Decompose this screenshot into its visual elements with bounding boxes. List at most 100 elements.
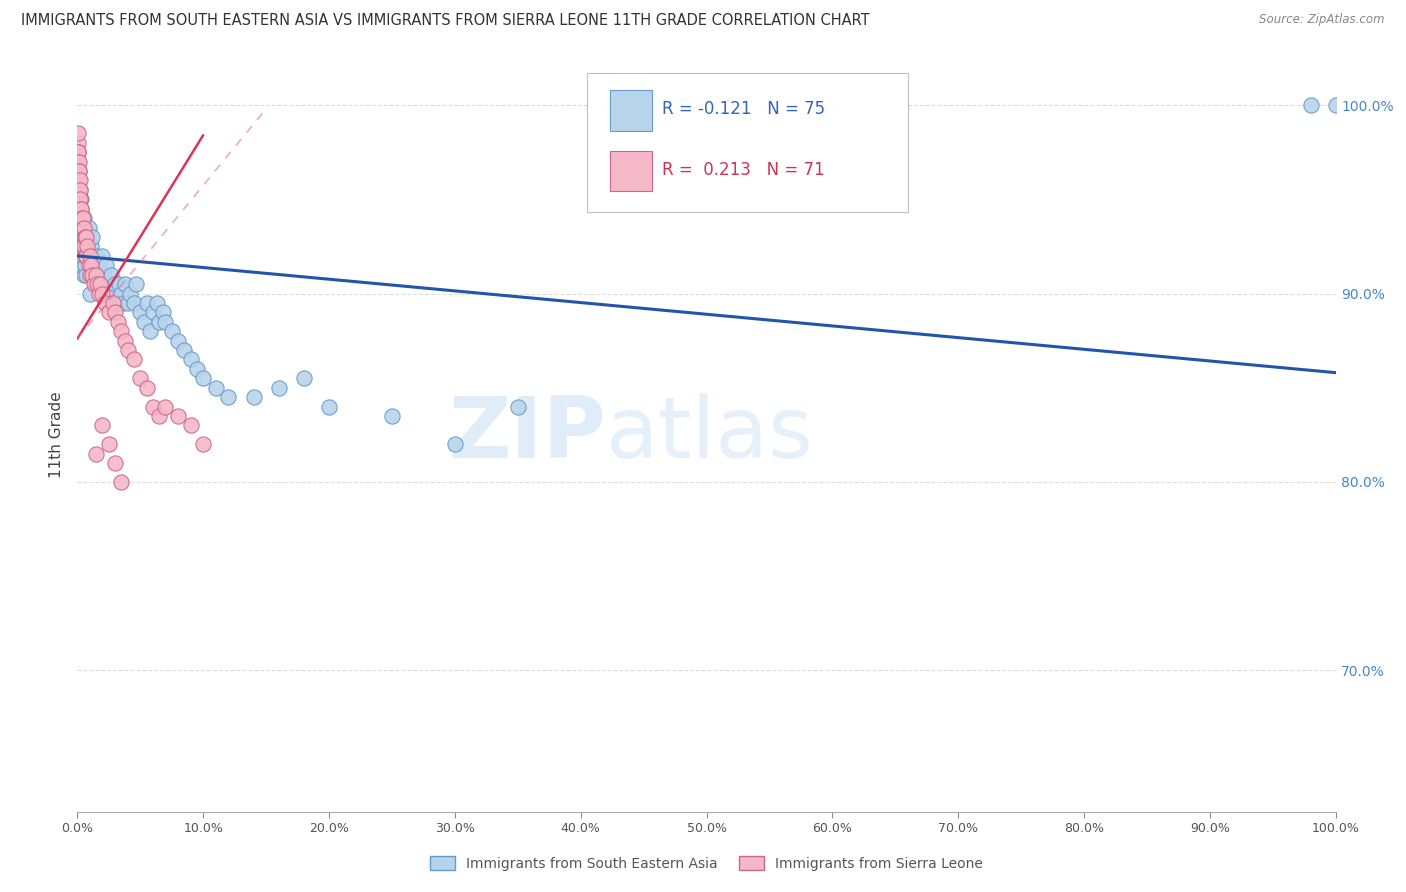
Point [70,220,93,235]
Text: R = -0.121   N = 75: R = -0.121 N = 75 [662,100,825,119]
Point [83,258,105,272]
Point [72,220,94,235]
Point [67,154,90,169]
Point [125,277,148,291]
Point [135,296,157,310]
Point [67,154,90,169]
Legend: Immigrants from South Eastern Asia, Immigrants from Sierra Leone: Immigrants from South Eastern Asia, Immi… [425,850,988,876]
Point [75,249,97,263]
Point [72,211,94,226]
FancyBboxPatch shape [610,151,652,192]
Point [204,381,226,395]
Point [79,268,101,282]
Point [84,268,107,282]
Point [191,437,215,451]
Point [70,192,93,206]
Point [122,296,145,310]
Point [73,249,96,263]
Point [67,230,90,244]
Point [67,173,90,187]
Point [66,126,89,140]
Point [98,286,121,301]
Point [75,268,97,282]
Point [73,258,96,272]
Point [104,305,127,319]
Point [70,239,93,253]
Point [72,239,94,253]
Point [155,400,177,414]
Point [87,258,110,272]
Point [77,220,100,235]
Point [69,183,91,197]
Text: ZIP: ZIP [449,393,606,476]
Point [292,371,315,385]
Point [80,258,103,272]
Point [69,249,91,263]
Point [69,202,91,216]
Point [79,286,101,301]
Point [76,249,98,263]
Point [142,400,165,414]
Point [89,277,111,291]
Point [70,202,93,216]
Point [67,164,90,178]
Point [100,268,122,282]
Point [267,381,290,395]
Point [76,239,98,253]
Point [139,324,162,338]
Point [72,220,94,235]
Point [94,286,117,301]
Point [101,296,124,310]
Point [1299,98,1322,112]
Point [318,400,340,414]
Point [84,277,107,291]
Point [86,277,108,291]
Point [66,145,89,160]
Point [75,239,97,253]
Point [69,183,91,197]
Point [114,277,136,291]
Point [160,324,183,338]
Point [110,286,132,301]
Point [135,381,157,395]
Point [67,164,90,178]
Point [67,173,90,187]
Point [96,258,118,272]
Point [167,334,190,348]
Point [67,164,90,178]
Text: R =  0.213   N = 71: R = 0.213 N = 71 [662,161,825,178]
Point [72,268,94,282]
Point [132,315,155,329]
Text: Source: ZipAtlas.com: Source: ZipAtlas.com [1260,13,1385,27]
Point [217,390,239,404]
Point [381,409,404,423]
Point [173,343,195,357]
Point [180,352,202,367]
Text: atlas: atlas [606,393,814,476]
Point [97,305,120,319]
Point [91,249,114,263]
Point [72,249,94,263]
Text: IMMIGRANTS FROM SOUTH EASTERN ASIA VS IMMIGRANTS FROM SIERRA LEONE 11TH GRADE CO: IMMIGRANTS FROM SOUTH EASTERN ASIA VS IM… [21,13,870,29]
Point [97,437,120,451]
Point [108,277,131,291]
Point [67,183,90,197]
Point [83,277,105,291]
Point [117,296,139,310]
Point [110,324,132,338]
Point [69,220,91,235]
Point [70,202,93,216]
Point [107,315,129,329]
Point [67,183,90,197]
Point [66,145,89,160]
Point [117,343,139,357]
Point [148,409,170,423]
FancyBboxPatch shape [586,73,908,212]
Point [69,192,91,206]
Point [79,249,101,263]
Point [101,296,124,310]
Point [89,277,111,291]
Point [506,400,529,414]
Y-axis label: 11th Grade: 11th Grade [49,392,65,478]
Point [91,286,114,301]
